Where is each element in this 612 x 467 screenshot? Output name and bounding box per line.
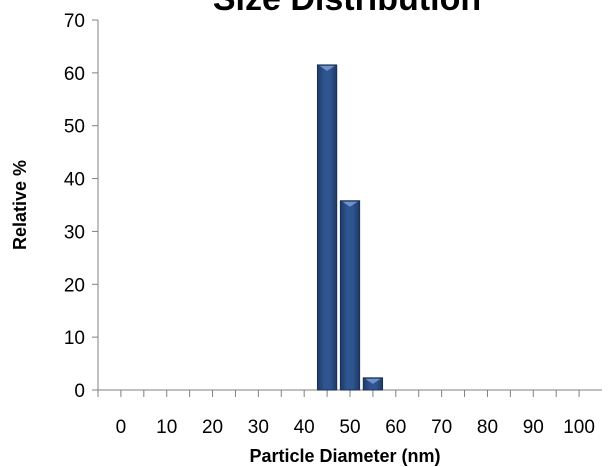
x-tick-label: 10 — [156, 417, 177, 438]
x-tick-label: 100 — [563, 417, 595, 438]
x-tick-label: 0 — [116, 417, 127, 438]
y-tick-label: 30 — [64, 222, 85, 243]
y-tick-label: 10 — [64, 328, 85, 349]
bar-50 — [339, 200, 361, 391]
x-axis-title: Particle Diameter (nm) — [249, 446, 440, 466]
x-tick-label: 30 — [248, 417, 269, 438]
x-tick-label: 40 — [294, 417, 315, 438]
bars-group — [316, 64, 384, 391]
x-tick-label: 80 — [477, 417, 498, 438]
y-axis-title: Relative % — [10, 160, 30, 250]
bar-45 — [316, 64, 338, 391]
x-tick-label: 70 — [431, 417, 452, 438]
x-tick-label: 50 — [339, 417, 360, 438]
y-axis: 0 10 20 30 40 50 60 70 — [64, 11, 99, 402]
chart-title: Size Distribution — [213, 0, 481, 18]
x-tick-label: 90 — [523, 417, 544, 438]
y-tick-label: 0 — [74, 381, 85, 402]
bar-highlight — [342, 201, 358, 207]
y-tick-label: 70 — [64, 11, 85, 32]
x-tick-label: 20 — [202, 417, 223, 438]
y-tick-label: 50 — [64, 117, 85, 138]
x-axis: 0 10 20 30 40 50 60 70 80 90 100 — [97, 389, 602, 438]
bar-highlight — [365, 378, 381, 384]
x-tick-label: 60 — [385, 417, 406, 438]
y-tick-label: 60 — [64, 64, 85, 85]
y-tick-label: 40 — [64, 170, 85, 191]
y-tick-label: 20 — [64, 275, 85, 296]
bar-highlight — [319, 65, 335, 71]
bar-55 — [362, 377, 384, 391]
